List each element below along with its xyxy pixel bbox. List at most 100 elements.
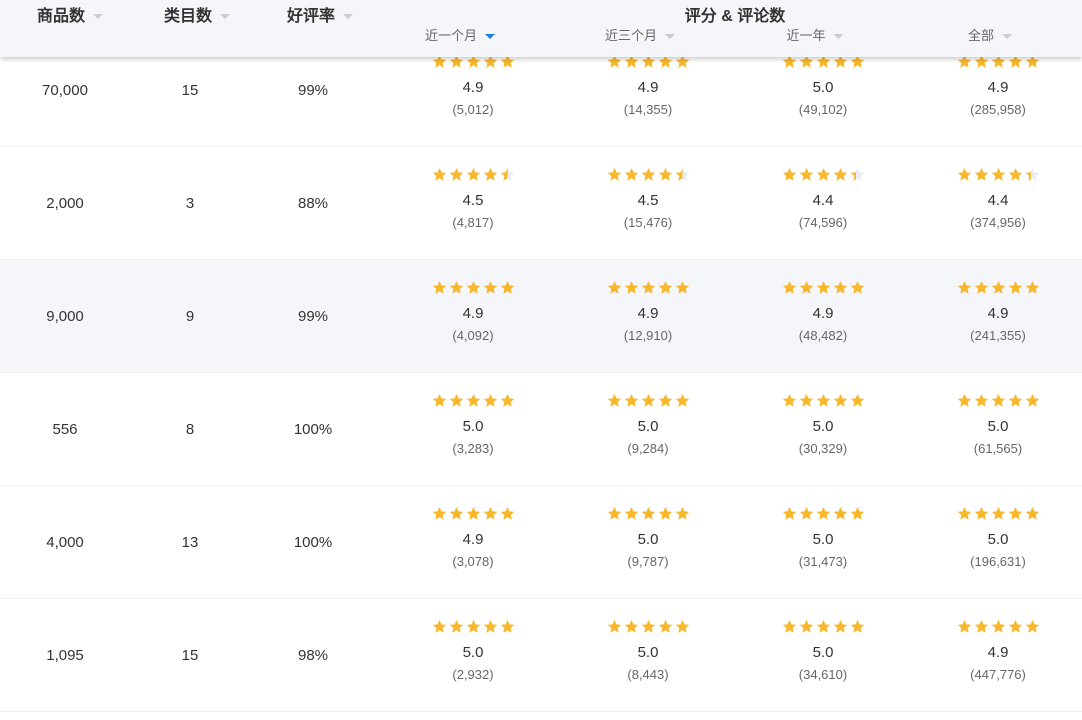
period-label: 近三个月 <box>604 28 658 43</box>
star-icon <box>1008 619 1022 633</box>
rating-value: 4.5 <box>637 192 659 209</box>
review-count: (5,012) <box>452 102 494 117</box>
star-icon <box>1008 280 1022 294</box>
star-icon <box>782 167 796 181</box>
star-rating <box>753 54 893 71</box>
rating-value: 4.4 <box>987 192 1009 209</box>
star-rating <box>753 280 893 297</box>
star-rating <box>928 393 1068 410</box>
review-count: (3,283) <box>452 441 494 456</box>
period-label: 全部 <box>967 28 995 43</box>
star-icon <box>816 506 830 520</box>
star-icon <box>1008 167 1022 181</box>
review-count: (447,776) <box>970 667 1026 682</box>
star-icon <box>466 393 480 407</box>
rating-value: 4.9 <box>987 79 1009 96</box>
table-row[interactable]: 1,095 15 98% 5.0 (2,932) 5.0 (8,443) 5.0 (… <box>0 599 1082 712</box>
star-rating <box>403 54 543 71</box>
star-icon <box>675 506 689 520</box>
sort-caret-icon <box>833 34 844 40</box>
star-icon <box>991 619 1005 633</box>
star-icon <box>833 54 847 68</box>
cell-categories: 15 <box>181 81 199 99</box>
review-count: (14,355) <box>623 102 673 117</box>
star-icon <box>658 619 672 633</box>
sort-header-categories[interactable]: 类目数 <box>164 2 231 26</box>
sort-header-period[interactable]: 近三个月 <box>604 25 676 44</box>
rating-cell: 5.0 (9,284) <box>578 393 718 456</box>
star-icon <box>833 506 847 520</box>
star-icon <box>449 506 463 520</box>
star-rating <box>928 619 1068 636</box>
cell-categories: 13 <box>181 533 199 551</box>
star-icon <box>432 393 446 407</box>
review-count: (374,956) <box>970 215 1026 230</box>
table-row[interactable]: 70,000 15 99% 4.9 (5,012) 4.9 (14,355) 5.0… <box>0 34 1082 147</box>
star-icon <box>782 619 796 633</box>
star-icon <box>816 167 830 181</box>
star-icon <box>624 619 638 633</box>
cell-positive: 88% <box>297 194 329 212</box>
sort-header-positive-rate[interactable]: 好评率 <box>287 2 354 26</box>
rating-cell: 5.0 (61,565) <box>928 393 1068 456</box>
rating-value: 4.9 <box>462 79 484 96</box>
star-icon <box>432 167 446 181</box>
star-icon <box>816 619 830 633</box>
table-row[interactable]: 4,000 13 100% 4.9 (3,078) 5.0 (9,787) 5.0 … <box>0 486 1082 599</box>
star-icon <box>500 54 514 68</box>
rating-value: 4.9 <box>462 531 484 548</box>
star-icon <box>432 506 446 520</box>
star-icon <box>833 167 847 181</box>
star-rating <box>753 167 893 184</box>
rating-cell: 4.9 (3,078) <box>403 506 543 569</box>
star-icon <box>432 619 446 633</box>
review-count: (12,910) <box>623 328 673 343</box>
star-icon <box>624 54 638 68</box>
rating-value: 4.9 <box>637 79 659 96</box>
review-count: (3,078) <box>452 554 494 569</box>
rating-cell: 4.9 (12,910) <box>578 280 718 343</box>
star-icon <box>991 167 1005 181</box>
star-icon <box>991 280 1005 294</box>
table-row[interactable]: 556 8 100% 5.0 (3,283) 5.0 (9,284) 5.0 (30… <box>0 373 1082 486</box>
star-icon <box>1025 54 1039 68</box>
star-icon <box>957 54 971 68</box>
star-icon <box>1025 167 1039 181</box>
table-row[interactable]: 2,000 3 88% 4.5 (4,817) 4.5 (15,476) 4.4 (… <box>0 147 1082 260</box>
star-icon <box>816 280 830 294</box>
star-icon <box>449 167 463 181</box>
sort-header-period[interactable]: 近一年 <box>786 25 844 44</box>
rating-cell: 4.9 (285,958) <box>928 54 1068 117</box>
star-icon <box>500 280 514 294</box>
sort-caret-icon <box>343 14 354 20</box>
rating-cell: 5.0 (3,283) <box>403 393 543 456</box>
star-icon <box>833 619 847 633</box>
star-rating <box>403 506 543 523</box>
sort-caret-icon <box>1002 34 1013 40</box>
sort-header-period[interactable]: 近一个月 <box>424 25 496 44</box>
sort-header-items[interactable]: 商品数 <box>36 2 104 26</box>
cell-categories: 9 <box>185 307 195 325</box>
table-row[interactable]: 9,000 9 99% 4.9 (4,092) 4.9 (12,910) 4.9 (… <box>0 260 1082 373</box>
rating-value: 5.0 <box>812 531 834 548</box>
star-icon <box>957 167 971 181</box>
star-icon <box>466 619 480 633</box>
rating-value: 5.0 <box>812 79 834 96</box>
rating-cell: 4.9 (447,776) <box>928 619 1068 682</box>
star-icon <box>607 393 621 407</box>
header-label: 商品数 <box>36 8 86 25</box>
sort-header-period[interactable]: 全部 <box>967 25 1013 44</box>
star-icon <box>607 280 621 294</box>
cell-items: 70,000 <box>42 81 88 99</box>
star-icon <box>658 167 672 181</box>
star-rating <box>578 280 718 297</box>
star-icon <box>850 280 864 294</box>
star-icon <box>1025 280 1039 294</box>
star-icon <box>957 506 971 520</box>
star-icon <box>833 280 847 294</box>
star-rating <box>578 506 718 523</box>
rating-value: 5.0 <box>462 418 484 435</box>
star-icon <box>641 506 655 520</box>
star-icon <box>816 393 830 407</box>
period-label: 近一个月 <box>424 28 478 43</box>
